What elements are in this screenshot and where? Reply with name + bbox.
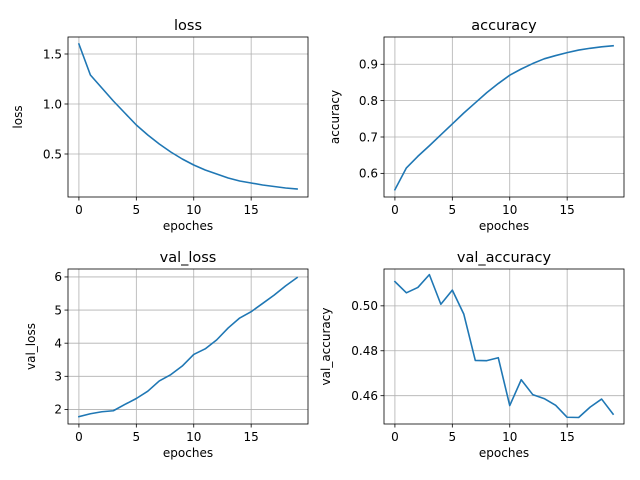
y-tick-label: 0.6 — [359, 167, 378, 181]
x-tick-label: 10 — [502, 430, 517, 444]
y-tick-label: 0.48 — [351, 344, 378, 358]
y-axis-label: val_accuracy — [319, 308, 333, 386]
axes-frame — [383, 36, 625, 198]
y-tick-label: 0.8 — [359, 94, 378, 108]
subplot-loss: 0 5 10 15 0.5 1.0 1.5 loss epoches loss — [11, 18, 309, 233]
subplot-title: loss — [174, 18, 202, 34]
y-tick-label: 0.50 — [351, 299, 378, 313]
axes-frame — [383, 268, 625, 425]
x-tick-label: 15 — [560, 203, 575, 217]
x-tick-label: 10 — [502, 203, 517, 217]
subplot-title: accuracy — [471, 18, 537, 34]
y-tick-label: 0.46 — [351, 389, 378, 403]
x-axis-label: epoches — [479, 219, 529, 233]
y-tick-label: 4 — [54, 336, 62, 350]
y-tick-label: 1.0 — [43, 97, 62, 111]
data-line — [77, 276, 299, 418]
subplot-title: val_accuracy — [457, 250, 552, 266]
data-line — [393, 273, 615, 419]
x-tick-label: 5 — [449, 430, 457, 444]
x-tick-label: 15 — [244, 203, 259, 217]
data-line — [77, 42, 298, 190]
x-axis-label: epoches — [163, 446, 213, 460]
y-axis-label: loss — [11, 105, 25, 128]
x-tick-label: 5 — [133, 203, 141, 217]
x-tick-label: 5 — [133, 430, 141, 444]
axes-frame — [67, 268, 309, 425]
x-tick-label: 0 — [75, 430, 83, 444]
x-tick-label: 15 — [244, 430, 259, 444]
x-tick-label: 15 — [560, 430, 575, 444]
y-tick-label: 0.9 — [359, 58, 378, 72]
y-tick-label: 0.5 — [43, 147, 62, 161]
x-tick-label: 10 — [186, 430, 201, 444]
y-tick-label: 3 — [54, 370, 62, 384]
x-axis-label: epoches — [479, 446, 529, 460]
x-tick-label: 0 — [391, 203, 399, 217]
y-tick-label: 5 — [54, 303, 62, 317]
x-tick-label: 5 — [449, 203, 457, 217]
x-axis-label: epoches — [163, 219, 213, 233]
subplot-title: val_loss — [160, 250, 217, 266]
y-axis-label: accuracy — [328, 90, 342, 144]
x-tick-label: 10 — [186, 203, 201, 217]
y-axis-label: val_loss — [24, 323, 38, 370]
y-tick-label: 1.5 — [43, 47, 62, 61]
y-tick-label: 2 — [54, 403, 62, 417]
data-line — [393, 44, 614, 191]
subplot-accuracy: 0 5 10 15 0.6 0.7 0.8 0.9 accuracy epoches accurac… — [328, 18, 625, 233]
x-tick-label: 0 — [75, 203, 83, 217]
y-tick-label: 6 — [54, 270, 62, 284]
x-tick-label: 0 — [391, 430, 399, 444]
y-tick-label: 0.7 — [359, 130, 378, 144]
axes-frame — [67, 36, 309, 198]
